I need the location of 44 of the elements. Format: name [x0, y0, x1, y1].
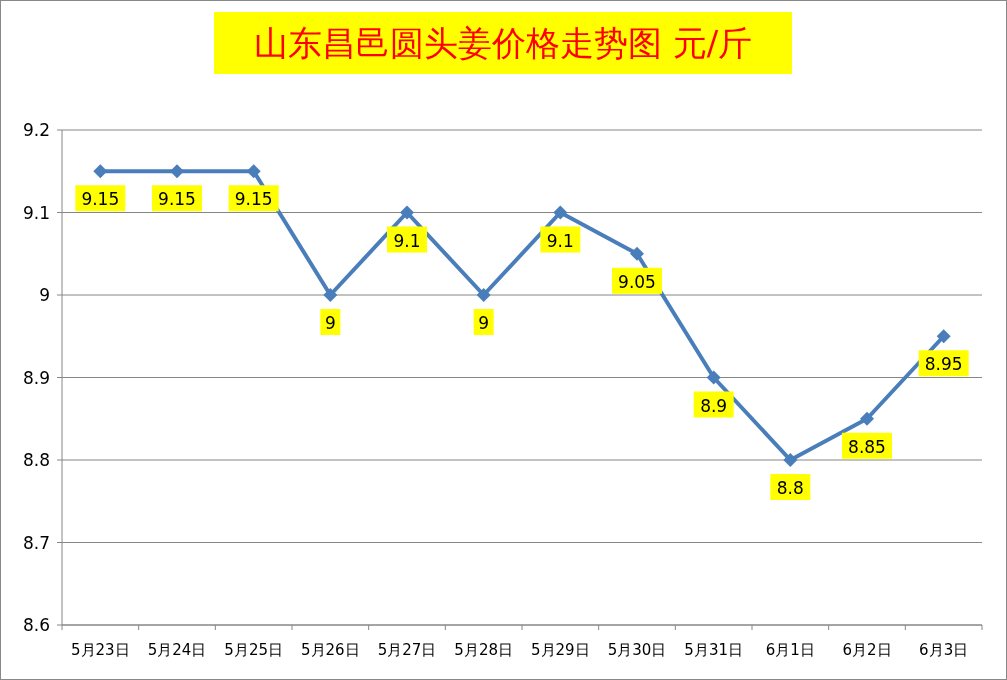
data-label: 9.15 — [234, 189, 273, 210]
x-tick-label: 5月23日 — [71, 641, 130, 659]
data-label: 8.8 — [776, 478, 804, 498]
y-tick-label: 9 — [39, 285, 50, 305]
data-label: 9.15 — [81, 189, 120, 210]
data-label: 8.95 — [924, 354, 963, 375]
point — [323, 288, 338, 302]
y-tick-label: 8.9 — [22, 367, 50, 388]
point — [860, 411, 874, 426]
x-tick-label: 5月29日 — [531, 641, 590, 659]
y-tick-label: 9.1 — [22, 202, 50, 223]
data-label: 8.9 — [700, 395, 728, 416]
point — [170, 164, 184, 179]
point — [400, 205, 414, 220]
x-tick-label: 5月28日 — [454, 641, 513, 659]
point — [476, 288, 491, 302]
x-tick-label: 5月27日 — [377, 641, 437, 659]
x-tick-label: 5月24日 — [147, 641, 207, 659]
y-tick-label: 8.8 — [22, 450, 50, 470]
y-tick-label: 8.6 — [22, 615, 50, 635]
data-label: 9 — [324, 313, 336, 333]
data-label: 9.1 — [546, 230, 574, 251]
data-label: 9 — [478, 313, 490, 333]
x-tick-label: 5月30日 — [607, 641, 667, 659]
x-tick-label: 5月25日 — [224, 641, 283, 659]
x-tick-label: 5月31日 — [684, 641, 743, 659]
point — [630, 246, 644, 261]
point — [783, 453, 798, 467]
data-label: 9.1 — [393, 230, 421, 251]
x-tick-label: 5月26日 — [301, 641, 360, 659]
y-tick-label: 9.2 — [22, 120, 50, 140]
point — [936, 329, 951, 344]
point — [246, 164, 261, 179]
data-label: 8.85 — [848, 436, 886, 457]
chart-title: 山东昌邑圆头姜价格走势图 元/斤 — [253, 23, 753, 63]
data-label: 9.05 — [618, 271, 656, 292]
x-tick-label: 6月1日 — [765, 641, 815, 659]
data-label: 9.15 — [158, 189, 196, 210]
x-tick-label: 6月3日 — [919, 641, 969, 659]
y-tick-label: 8.7 — [22, 532, 50, 553]
point — [706, 370, 721, 385]
x-tick-label: 6月2日 — [842, 641, 892, 659]
point — [553, 205, 568, 220]
point — [93, 164, 108, 179]
